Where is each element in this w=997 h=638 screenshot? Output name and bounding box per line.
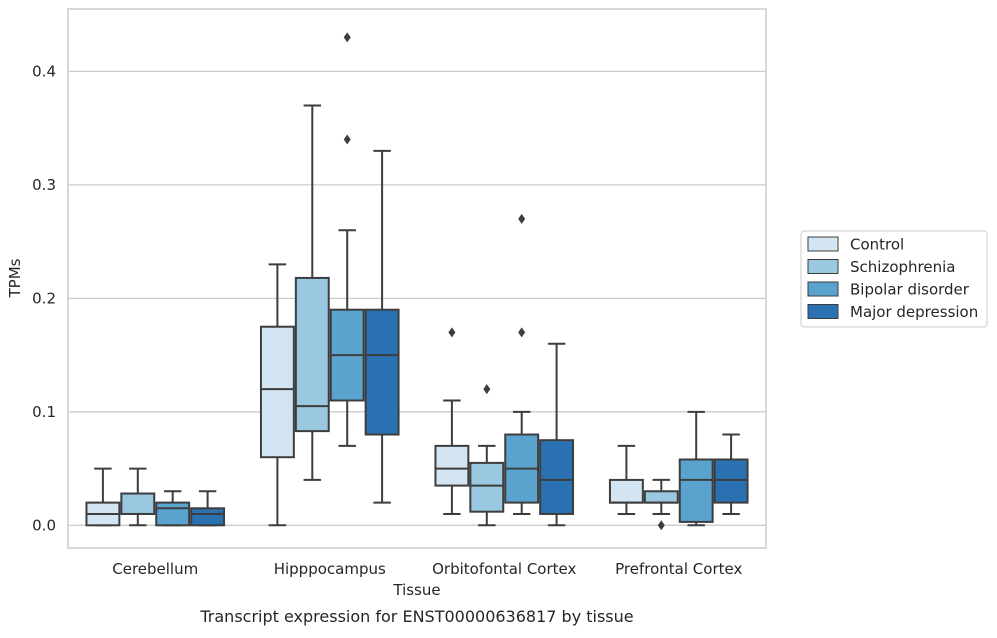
legend: Control Schizophrenia Bipolar disorder Majo… [800,230,988,328]
legend-swatch [807,259,839,274]
outlier-point [518,327,526,338]
box-major-depression-1 [364,149,400,504]
box-body [539,439,575,515]
legend-label: Control [850,236,904,254]
chart-caption: Transcript expression for ENST0000063681… [199,607,633,626]
box-body [643,490,679,504]
x-tick-label: Orbitofontal Cortex [432,560,576,578]
y-tick-label: 0.0 [32,516,56,534]
y-tick-labels: 0.0 0.1 0.2 0.3 0.4 [32,62,56,534]
box-control-3 [608,444,644,515]
outlier-point [518,213,526,224]
box-bipolar-disorder-2 [504,213,540,515]
box-body [259,325,295,459]
grid-lines [68,70,766,526]
legend-swatch [807,304,839,319]
x-tick-label: Hipppocampus [274,560,386,578]
box-body [190,507,226,527]
legend-frame [800,230,988,328]
outlier-point [448,327,456,338]
x-axis-label: Tissue [392,581,440,599]
outlier-point [483,384,491,395]
x-tick-labels: Cerebellum Hipppocampus Orbitofontal Corte… [112,560,742,578]
legend-swatch [807,281,839,297]
box-control-2 [434,327,470,515]
box-body [713,458,749,504]
y-tick-label: 0.2 [32,289,56,307]
legend-label: Bipolar disorder [850,281,970,299]
legend-label: Schizophrenia [850,258,955,276]
box-major-depression-3 [713,433,749,515]
box-major-depression-2 [539,342,575,527]
box-body [294,276,330,433]
box-groups [85,32,749,531]
plot-frame [67,8,767,549]
box-control-1 [259,263,295,527]
box-body [434,444,470,487]
legend-label: Major depression [850,303,978,321]
box-body [155,501,191,527]
legend-swatch [807,236,839,252]
box-body [608,478,644,504]
box-body [364,308,400,436]
x-tick-label: Prefrontal Cortex [615,560,742,578]
box-control-0 [85,467,121,527]
box-bipolar-disorder-0 [155,490,191,527]
box-body [678,458,714,523]
y-tick-label: 0.1 [32,403,56,421]
box-schizophrenia-1 [294,104,330,481]
box-bipolar-disorder-3 [678,410,714,527]
outlier-point [343,32,351,43]
box-bipolar-disorder-1 [329,32,365,447]
outlier-point [343,134,351,145]
y-tick-label: 0.3 [32,176,56,194]
y-axis-label: TPMs [6,258,24,298]
box-schizophrenia-2 [469,384,505,527]
box-body [469,461,505,513]
box-major-depression-0 [190,490,226,527]
box-schizophrenia-0 [120,467,156,527]
box-schizophrenia-3 [643,478,679,531]
outlier-point [657,520,665,531]
x-tick-label: Cerebellum [112,560,198,578]
y-tick-label: 0.4 [32,62,56,80]
box-body [120,492,156,515]
